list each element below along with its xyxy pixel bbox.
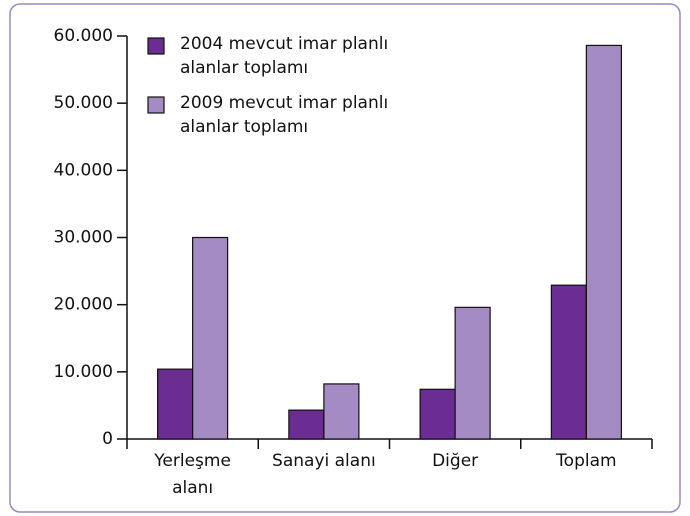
- legend-label: 2004 mevcut imar planlı alanlar toplamı: [180, 34, 389, 78]
- frame: [9, 3, 681, 513]
- y-tick-label: 20.000: [54, 295, 113, 315]
- y-tick-label: 40.000: [54, 160, 113, 180]
- bar: [419, 388, 456, 440]
- bar: [192, 236, 229, 440]
- legend-swatch: [147, 37, 165, 55]
- x-tick-label: Diğer: [432, 451, 479, 471]
- bar: [323, 383, 360, 440]
- bar: [288, 409, 325, 440]
- x-tick-label: Yerleşme alanı: [154, 451, 231, 498]
- y-tick-label: 10.000: [54, 362, 113, 382]
- bar: [550, 284, 587, 440]
- bar: [585, 44, 622, 440]
- y-tick-label: 50.000: [54, 93, 113, 113]
- bar: [454, 306, 491, 440]
- legend-label: 2009 mevcut imar planlı alanlar toplamı: [180, 93, 389, 137]
- y-tick-label: 60.000: [54, 26, 113, 46]
- y-tick-label: 30.000: [54, 228, 113, 248]
- x-tick-label: Toplam: [556, 451, 617, 471]
- bar: [157, 368, 194, 440]
- y-tick-label: 0: [102, 429, 113, 449]
- legend-swatch: [147, 96, 165, 114]
- x-tick-label: Sanayi alanı: [272, 451, 376, 471]
